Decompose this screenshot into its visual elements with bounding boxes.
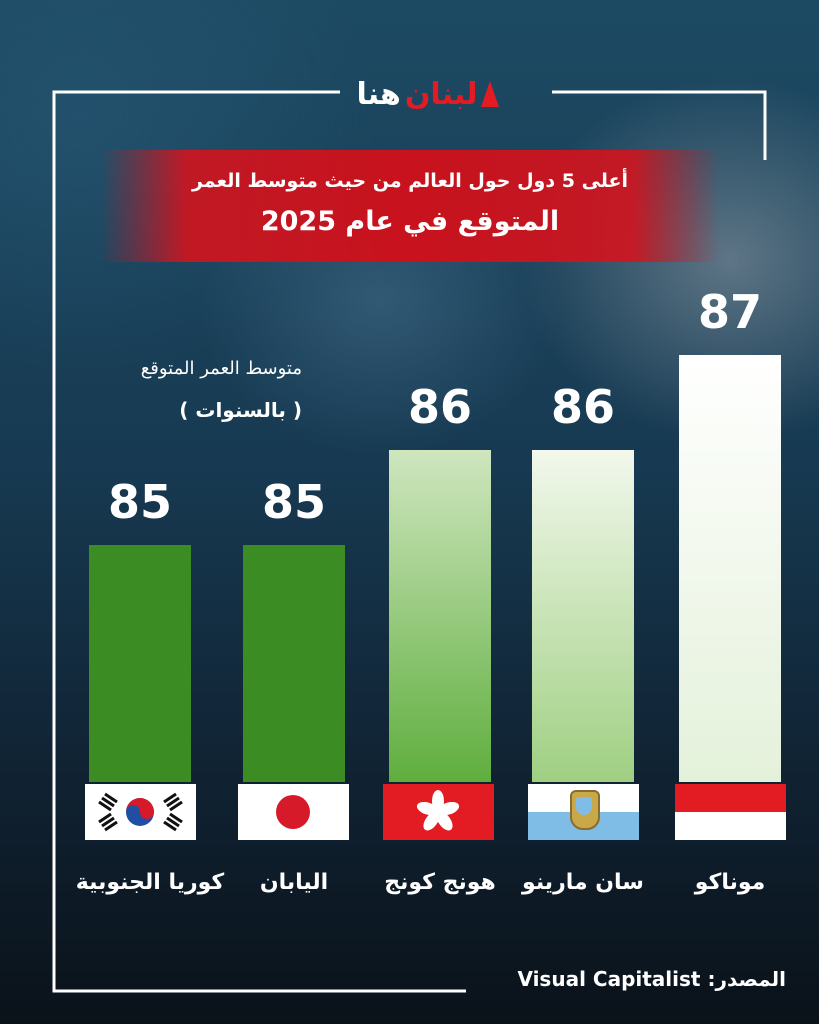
category-label-0: موناكو <box>694 870 766 895</box>
bar-3 <box>243 544 345 782</box>
category-label-3: اليابان <box>259 870 329 895</box>
category-label-4: كوريا الجنوبية <box>75 870 225 895</box>
logo-text-white: هنا <box>356 76 401 112</box>
logo-text-red: لبنان <box>404 76 478 112</box>
cedar-icon <box>481 81 500 107</box>
hong-kong-flag-icon <box>383 784 494 840</box>
bar-value-label-4: 85 <box>107 474 172 529</box>
y-axis-label: متوسط العمر المتوقع <box>140 358 302 379</box>
san-marino-flag-icon <box>528 784 639 840</box>
bar-2 <box>389 449 491 782</box>
brand-logo: هنا لبنان <box>350 70 510 118</box>
japan-flag-icon <box>238 784 349 840</box>
bar-value-label-1: 86 <box>550 379 615 434</box>
source-credit: المصدر: Visual Capitalist <box>470 967 786 991</box>
bar-value-label-3: 85 <box>261 474 326 529</box>
title-band <box>100 150 720 262</box>
bar-value-label-2: 86 <box>407 379 472 434</box>
monaco-flag-icon <box>675 784 786 840</box>
category-label-2: هونج كونج <box>384 870 496 895</box>
bar-value-label-0: 87 <box>697 284 762 339</box>
chart-title-line2: المتوقع في عام 2025 <box>260 206 560 237</box>
bar-0 <box>679 354 781 782</box>
chart-title-line1: أعلى 5 دول حول العالم من حيث متوسط العمر <box>191 170 629 192</box>
category-label-1: سان مارينو <box>522 870 644 895</box>
source-value: Visual Capitalist <box>517 967 701 991</box>
y-axis-unit: ( بالسنوات ) <box>179 398 302 422</box>
bar-4 <box>89 544 191 782</box>
south-korea-flag-icon <box>85 784 196 840</box>
source-label: المصدر: <box>707 967 786 991</box>
bar-1 <box>532 449 634 782</box>
